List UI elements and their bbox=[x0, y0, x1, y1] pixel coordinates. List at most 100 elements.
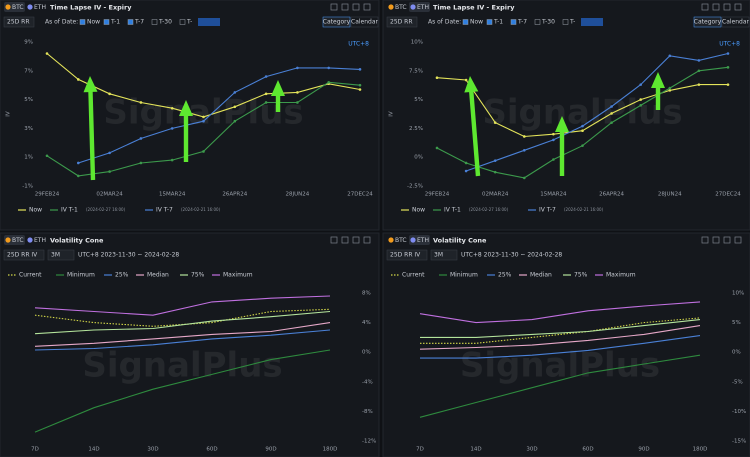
view-button-label: Calendar bbox=[351, 19, 379, 26]
panel bbox=[382, 0, 750, 231]
panel-title: Time Lapse IV - Expiry bbox=[433, 4, 515, 12]
point bbox=[523, 135, 526, 138]
legend-label[interactable]: Current bbox=[19, 272, 42, 279]
tenor-select[interactable] bbox=[47, 249, 75, 261]
legend-label[interactable]: Current bbox=[402, 272, 425, 279]
tool-icon[interactable] bbox=[330, 236, 338, 244]
view-button[interactable] bbox=[693, 16, 722, 28]
view-button[interactable] bbox=[721, 16, 750, 28]
tab[interactable]: BTC bbox=[12, 237, 24, 244]
checkbox[interactable] bbox=[510, 19, 517, 25]
tab[interactable]: ETH bbox=[417, 4, 429, 11]
legend-label[interactable]: IV T-7 bbox=[539, 207, 556, 214]
legend-label[interactable]: Median bbox=[530, 272, 552, 279]
tool-icon[interactable] bbox=[723, 3, 731, 11]
tool-icon[interactable] bbox=[341, 236, 349, 244]
tab[interactable]: BTC bbox=[12, 4, 24, 11]
legend-label[interactable]: Median bbox=[147, 272, 169, 279]
tool-icon[interactable] bbox=[701, 3, 709, 11]
tool-icon[interactable] bbox=[701, 236, 709, 244]
point bbox=[435, 146, 439, 150]
y-tick-label: 0% bbox=[732, 350, 741, 356]
series-line bbox=[34, 329, 331, 351]
panel bbox=[382, 232, 750, 457]
custom-date[interactable] bbox=[198, 18, 220, 26]
legend-label[interactable]: Minimum bbox=[67, 272, 95, 279]
tab-bg bbox=[409, 2, 430, 12]
legend-label[interactable]: 75% bbox=[574, 272, 588, 279]
metric-select[interactable] bbox=[3, 249, 45, 261]
checkbox[interactable] bbox=[534, 19, 541, 25]
point bbox=[77, 78, 80, 81]
point bbox=[493, 121, 497, 124]
point bbox=[45, 52, 49, 55]
legend-label[interactable]: 75% bbox=[191, 272, 205, 279]
checkbox[interactable] bbox=[151, 19, 158, 25]
view-button[interactable] bbox=[350, 16, 379, 28]
x-tick-label: 27DEC24 bbox=[715, 192, 741, 198]
legend-label[interactable]: IV T-1 bbox=[444, 207, 461, 214]
checkbox[interactable] bbox=[103, 19, 110, 25]
legend-label[interactable]: Minimum bbox=[450, 272, 478, 279]
checkbox[interactable] bbox=[462, 19, 469, 25]
metric-select[interactable] bbox=[386, 249, 428, 261]
view-button[interactable] bbox=[322, 16, 351, 28]
tool-icon[interactable] bbox=[330, 3, 338, 11]
x-tick-label: 14D bbox=[470, 447, 481, 453]
tool-icon[interactable] bbox=[712, 236, 720, 244]
tool-icon[interactable] bbox=[363, 3, 371, 11]
point bbox=[264, 101, 268, 104]
panel-title: Time Lapse IV - Expiry bbox=[50, 4, 132, 12]
tool-icon[interactable] bbox=[352, 236, 360, 244]
tenor-select[interactable] bbox=[430, 249, 458, 261]
point bbox=[581, 144, 584, 147]
y-tick-label: 7.5% bbox=[409, 68, 423, 74]
checkbox[interactable] bbox=[179, 19, 186, 25]
x-tick-label: 90D bbox=[265, 447, 276, 453]
y-tick-label: 7% bbox=[24, 68, 33, 74]
legend-label[interactable]: IV T-7 bbox=[156, 207, 173, 214]
tool-icon[interactable] bbox=[723, 236, 731, 244]
checkbox[interactable] bbox=[486, 19, 493, 25]
x-tick-label: 30D bbox=[526, 447, 537, 453]
tool-icon[interactable] bbox=[734, 236, 742, 244]
tenor: 3M bbox=[51, 252, 60, 259]
metric: 25D RR bbox=[7, 19, 30, 26]
series-line bbox=[34, 310, 331, 335]
point bbox=[697, 69, 701, 73]
tool-icon[interactable] bbox=[352, 3, 360, 11]
legend-label[interactable]: Now bbox=[412, 207, 425, 214]
legend-label[interactable]: 25% bbox=[498, 272, 512, 279]
tool-icon[interactable] bbox=[363, 236, 371, 244]
legend-label[interactable]: Maximum bbox=[223, 272, 253, 279]
metric: 25D RR IV bbox=[390, 252, 421, 259]
as-of-option: T- bbox=[569, 19, 575, 26]
point bbox=[170, 127, 174, 130]
metric-select[interactable] bbox=[386, 16, 418, 28]
tab[interactable]: BTC bbox=[395, 237, 407, 244]
legend-label[interactable]: Now bbox=[29, 207, 42, 214]
metric-select[interactable] bbox=[3, 16, 35, 28]
as-of-option: T- bbox=[186, 19, 192, 26]
tab[interactable]: ETH bbox=[417, 237, 429, 244]
watermark: SignalPlus bbox=[460, 346, 660, 386]
legend-label[interactable]: IV T-1 bbox=[61, 207, 78, 214]
checkbox[interactable] bbox=[127, 19, 134, 25]
tab[interactable]: ETH bbox=[34, 4, 46, 11]
point bbox=[523, 148, 526, 152]
tab-icon bbox=[388, 4, 394, 10]
custom-date[interactable] bbox=[581, 18, 603, 26]
checkbox[interactable] bbox=[562, 19, 569, 25]
legend-label[interactable]: Maximum bbox=[606, 272, 636, 279]
checkbox[interactable] bbox=[79, 19, 86, 25]
as-of-option: T-1 bbox=[110, 19, 120, 26]
tool-icon[interactable] bbox=[341, 3, 349, 11]
tool-icon[interactable] bbox=[712, 3, 720, 11]
tool-icon[interactable] bbox=[734, 3, 742, 11]
tab[interactable]: ETH bbox=[34, 237, 46, 244]
legend-label[interactable]: 25% bbox=[115, 272, 129, 279]
tab[interactable]: BTC bbox=[395, 4, 407, 11]
y-tick-label: 0% bbox=[414, 155, 423, 161]
y-tick-label: -15% bbox=[732, 439, 746, 445]
view-button-label: Category bbox=[694, 19, 722, 26]
